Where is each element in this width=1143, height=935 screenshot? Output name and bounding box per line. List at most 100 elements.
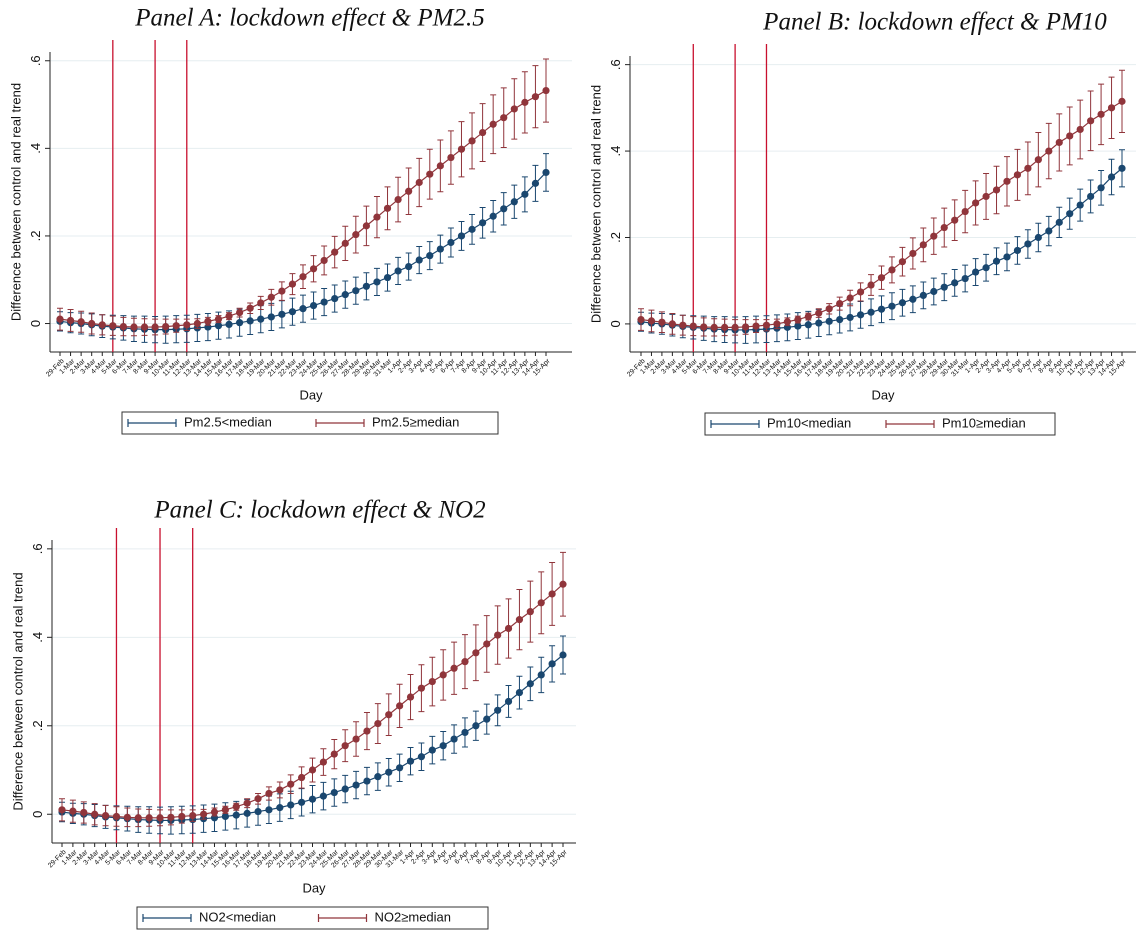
point <box>394 195 402 204</box>
point <box>815 309 823 317</box>
point <box>236 319 244 327</box>
point <box>145 814 153 822</box>
legend-label: Pm10<median <box>767 415 851 430</box>
point <box>1076 125 1084 134</box>
point <box>992 186 1001 194</box>
point <box>112 812 121 821</box>
point <box>417 684 426 692</box>
point <box>468 225 476 233</box>
series-line <box>59 90 547 328</box>
point <box>298 773 306 782</box>
x-axis-title: Day <box>302 880 326 895</box>
series-line <box>61 583 564 819</box>
point <box>91 810 99 818</box>
point <box>88 319 96 328</box>
point <box>982 264 990 272</box>
point <box>167 813 175 821</box>
point <box>647 317 656 325</box>
point <box>109 322 117 330</box>
legend-label: NO2<median <box>199 909 276 924</box>
point <box>123 813 131 821</box>
point <box>548 660 556 668</box>
point <box>341 239 349 247</box>
point <box>1013 171 1022 179</box>
point <box>1118 164 1126 172</box>
point <box>846 294 854 302</box>
point <box>210 808 219 816</box>
y-tick-label: 0 <box>28 320 43 327</box>
y-tick-label: .4 <box>28 143 43 154</box>
y-axis-title: Difference between control and real tren… <box>10 572 25 810</box>
point <box>415 178 423 187</box>
point <box>352 781 360 789</box>
point <box>426 252 434 260</box>
series-line <box>640 100 1123 328</box>
point <box>531 93 540 101</box>
point <box>483 715 491 723</box>
point <box>436 162 444 170</box>
y-tick-label: .2 <box>30 720 45 731</box>
point <box>537 671 545 679</box>
chart-title: Panel C: lockdown effect & NO2 <box>153 497 485 524</box>
point <box>58 806 66 814</box>
point <box>804 321 812 329</box>
point <box>287 780 295 788</box>
point <box>214 315 223 323</box>
point <box>278 310 286 318</box>
point <box>741 323 750 331</box>
point <box>308 795 317 803</box>
point <box>700 323 708 331</box>
point <box>867 281 875 289</box>
legend-box <box>121 411 499 435</box>
point <box>225 312 233 320</box>
point <box>898 299 907 307</box>
point <box>930 287 938 296</box>
point <box>140 323 149 331</box>
point <box>287 801 295 809</box>
point <box>1024 164 1032 172</box>
y-tick-label: .4 <box>608 146 623 157</box>
point <box>330 750 338 758</box>
point <box>494 631 502 639</box>
point <box>221 806 229 814</box>
point <box>972 268 980 276</box>
point <box>374 773 382 781</box>
point <box>439 742 447 750</box>
point <box>246 304 254 312</box>
point <box>1097 110 1105 118</box>
point <box>298 798 306 806</box>
point <box>199 810 208 818</box>
point <box>267 293 275 301</box>
point <box>341 742 349 750</box>
point <box>531 179 540 187</box>
point <box>483 640 491 648</box>
point <box>232 803 240 811</box>
y-tick-label: .6 <box>28 55 43 66</box>
point <box>836 315 844 324</box>
point <box>428 746 436 754</box>
point <box>396 702 404 710</box>
point <box>101 811 110 820</box>
point <box>526 608 534 616</box>
point <box>189 811 197 820</box>
point <box>1055 218 1063 226</box>
point <box>406 757 415 765</box>
point <box>494 706 502 714</box>
point <box>909 295 917 303</box>
point <box>472 722 480 730</box>
legend-symbol <box>710 420 760 428</box>
point <box>394 267 402 275</box>
point <box>548 590 556 598</box>
point <box>236 308 244 317</box>
legend-label: Pm2.5<median <box>184 414 272 429</box>
point <box>856 311 865 319</box>
point <box>151 323 159 331</box>
point <box>156 814 164 822</box>
point <box>265 789 273 798</box>
point <box>341 291 349 299</box>
legend-symbol <box>127 419 177 427</box>
point <box>352 735 360 743</box>
point <box>689 322 697 330</box>
point <box>479 128 487 137</box>
